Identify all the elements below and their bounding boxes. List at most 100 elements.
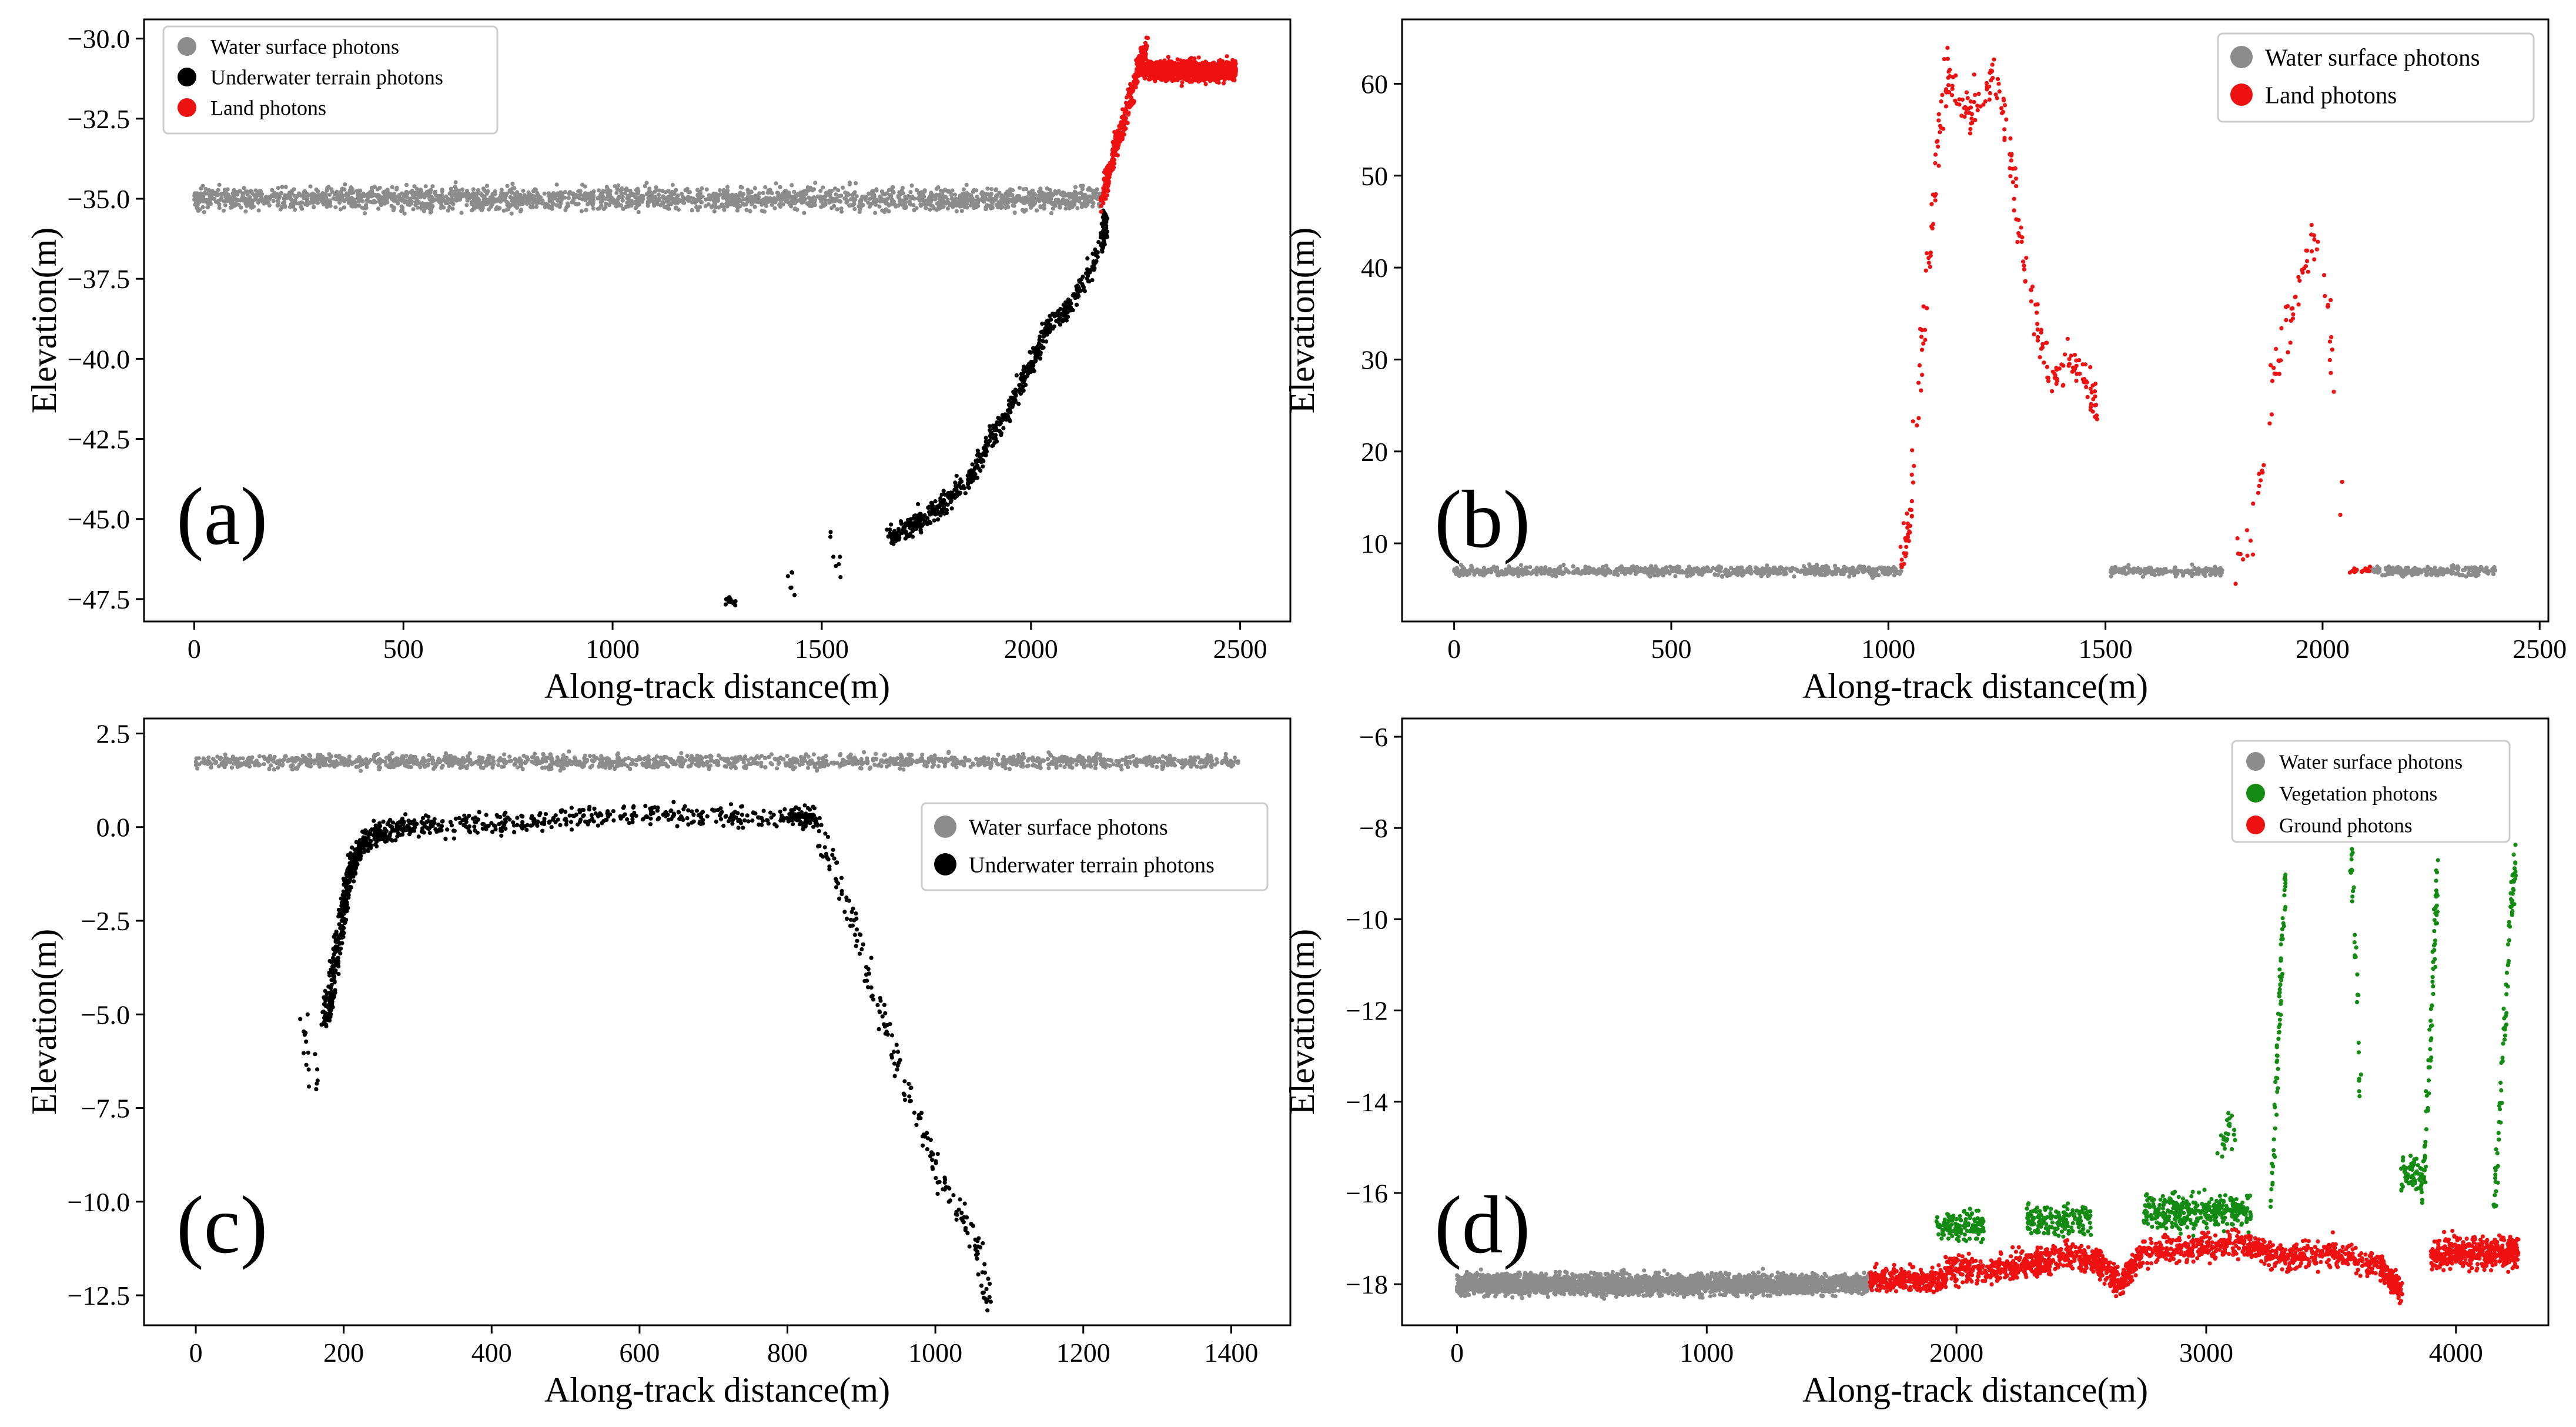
- data-point: [668, 193, 674, 198]
- y-tick-label: −47.5: [68, 584, 130, 614]
- data-point: [400, 205, 405, 210]
- data-point: [554, 182, 559, 187]
- data-point: [496, 206, 501, 211]
- data-point: [687, 190, 692, 195]
- x-tick-label: 1000: [586, 634, 640, 664]
- data-point: [470, 192, 474, 197]
- data-point: [896, 193, 901, 198]
- data-point: [690, 208, 694, 213]
- data-point: [1033, 359, 1038, 363]
- data-point: [1807, 562, 1812, 567]
- data-point: [653, 195, 657, 199]
- data-point: [975, 453, 979, 457]
- data-point: [874, 187, 879, 192]
- data-point: [949, 506, 954, 511]
- data-point: [1561, 562, 1566, 567]
- data-point: [333, 205, 338, 210]
- data-point: [507, 202, 512, 207]
- data-point: [357, 192, 362, 197]
- data-point: [1031, 363, 1036, 368]
- data-point: [963, 491, 968, 496]
- data-point: [1073, 185, 1078, 189]
- data-point: [959, 209, 964, 213]
- data-point: [892, 536, 897, 540]
- data-point: [1175, 78, 1180, 82]
- data-point: [746, 191, 751, 195]
- data-point: [624, 187, 628, 192]
- data-point: [1067, 300, 1072, 305]
- data-point: [730, 599, 735, 604]
- data-point: [725, 188, 730, 193]
- data-point: [1222, 78, 1227, 82]
- data-point: [457, 191, 461, 196]
- data-point: [549, 192, 554, 197]
- data-point: [676, 207, 681, 212]
- data-point: [297, 191, 302, 196]
- data-point: [1135, 66, 1139, 72]
- data-point: [1181, 63, 1186, 68]
- data-point: [998, 422, 1002, 426]
- data-point: [698, 191, 702, 195]
- legend-marker: [178, 37, 196, 56]
- data-point: [1121, 132, 1126, 136]
- data-point: [1143, 44, 1148, 49]
- legend-entry: Underwater terrain photons: [210, 66, 443, 89]
- data-point: [762, 209, 767, 214]
- data-point: [299, 206, 305, 211]
- data-point: [596, 188, 601, 193]
- data-point: [770, 202, 774, 207]
- data-point: [979, 457, 983, 462]
- data-point: [1038, 352, 1043, 357]
- data-point: [976, 200, 981, 205]
- data-point: [847, 203, 852, 208]
- data-point: [486, 207, 491, 212]
- data-point: [1192, 56, 1197, 61]
- data-point: [493, 189, 497, 194]
- data-point: [695, 208, 700, 213]
- data-point: [1079, 201, 1084, 206]
- data-point: [991, 199, 996, 204]
- data-point: [481, 186, 486, 191]
- data-point: [566, 196, 571, 200]
- x-tick-label: 1500: [795, 634, 849, 664]
- x-axis-label: Along-track distance(m): [544, 667, 890, 706]
- data-point: [972, 473, 976, 477]
- data-point: [634, 199, 639, 203]
- data-point: [1041, 339, 1046, 344]
- data-point: [884, 191, 889, 196]
- y-tick-label: −30.0: [68, 24, 130, 54]
- data-point: [1103, 215, 1108, 219]
- data-point: [1080, 183, 1085, 188]
- data-point: [200, 183, 205, 188]
- data-point: [1013, 387, 1018, 392]
- data-point: [1009, 395, 1013, 400]
- data-point: [921, 192, 925, 197]
- data-point: [267, 203, 272, 208]
- data-point: [428, 210, 433, 215]
- data-point: [854, 181, 858, 186]
- data-point: [440, 188, 444, 192]
- data-point: [871, 192, 876, 197]
- x-tick-label: 2000: [1004, 634, 1058, 664]
- data-point: [244, 197, 249, 202]
- data-point: [1792, 574, 1796, 579]
- data-point: [941, 199, 946, 204]
- data-point: [781, 202, 785, 207]
- data-point: [878, 199, 883, 204]
- data-point: [1152, 65, 1156, 69]
- data-point: [1088, 194, 1092, 199]
- data-point: [757, 200, 761, 205]
- data-point: [1095, 250, 1100, 255]
- data-point: [1201, 72, 1206, 77]
- data-point: [869, 201, 874, 206]
- data-point: [423, 184, 428, 189]
- data-point: [1031, 195, 1036, 200]
- data-point: [1008, 419, 1012, 423]
- data-point: [1769, 570, 1774, 575]
- data-point: [419, 188, 423, 192]
- data-point: [416, 192, 420, 197]
- legend-marker: [178, 68, 196, 86]
- data-point: [263, 195, 268, 199]
